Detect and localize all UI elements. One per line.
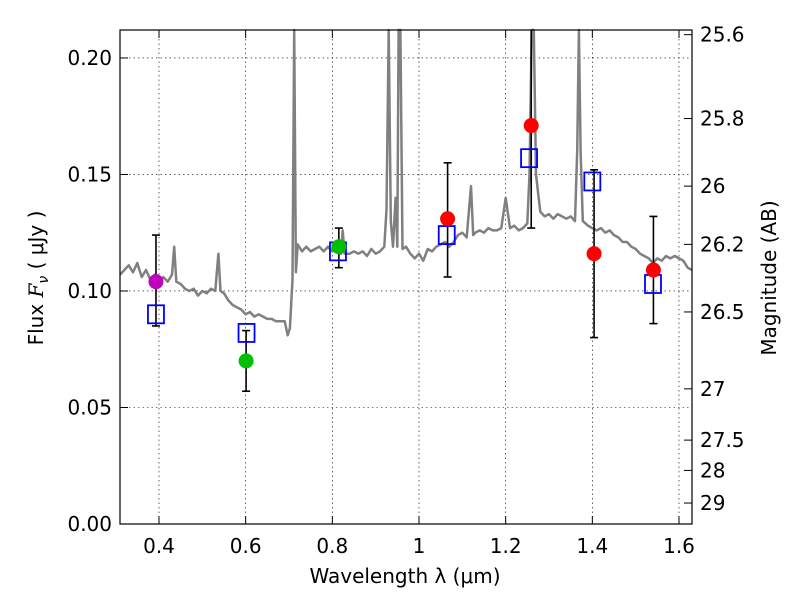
x-tick-label: 1 <box>413 534 426 558</box>
y-tick-label: 0.10 <box>67 279 112 303</box>
observed-point-marker <box>331 239 347 255</box>
model-square-marker <box>437 225 456 245</box>
y-tick-label: 0.00 <box>67 512 112 536</box>
y2-tick-label: 25.6 <box>700 23 745 47</box>
observed-point-marker <box>238 353 254 369</box>
x-tick-label: 1.4 <box>576 534 608 558</box>
y-axis-ticks: 0.00 0.05 0.10 0.15 0.20 <box>67 46 128 536</box>
x-tick-label: 0.8 <box>316 534 348 558</box>
y2-tick-label: 29 <box>700 491 725 515</box>
plot-frame <box>119 29 693 525</box>
y-axis-label-units: ( μJy ) <box>24 211 48 276</box>
y-tick-label: 0.15 <box>67 162 112 186</box>
grid <box>120 30 692 525</box>
model-square-marker <box>237 323 256 343</box>
model-square-marker <box>520 148 538 169</box>
observed-point-marker <box>148 274 164 290</box>
x-axis-ticks: 0.4 0.6 0.8 1 1.2 1.4 1.6 <box>143 30 695 558</box>
y-tick-label: 0.20 <box>67 46 112 70</box>
observed-point-marker <box>645 262 661 278</box>
y2-tick-label: 26.2 <box>700 232 745 256</box>
observed-point-marker <box>586 246 602 262</box>
y-axis-label-prefix: Flux <box>24 297 48 345</box>
y2-tick-label: 27.5 <box>700 428 745 452</box>
template-spectrum-line <box>119 28 693 337</box>
y2-axis-label: Magnitude (AB) <box>757 200 781 355</box>
y2-axis-ticks: 25.6 25.8 26 26.2 26.5 27 27.5 28 29 <box>684 23 745 515</box>
y-tick-label: 0.05 <box>67 395 112 419</box>
x-tick-label: 1.2 <box>490 534 522 558</box>
y2-tick-label: 27 <box>700 377 725 401</box>
y-axis-label: Flux Fν ( μJy ) <box>24 211 52 346</box>
y2-tick-label: 26.5 <box>700 300 745 324</box>
x-tick-label: 0.6 <box>230 534 262 558</box>
y2-tick-label: 26 <box>700 174 725 198</box>
x-axis-label: Wavelength λ (μm) <box>309 564 500 588</box>
model-square-marker <box>583 171 602 192</box>
observed-point-marker <box>523 118 539 134</box>
x-tick-label: 1.6 <box>663 534 695 558</box>
model-square-marker <box>147 304 165 325</box>
model-points <box>147 148 662 343</box>
observed-points <box>148 118 661 369</box>
y2-tick-label: 25.8 <box>700 107 745 131</box>
y2-tick-label: 28 <box>700 458 725 482</box>
observed-point-marker <box>440 211 456 227</box>
y-axis-label-subscript: ν <box>36 276 52 284</box>
y-axis-label-symbol: F <box>24 282 48 298</box>
x-tick-label: 0.4 <box>143 534 175 558</box>
